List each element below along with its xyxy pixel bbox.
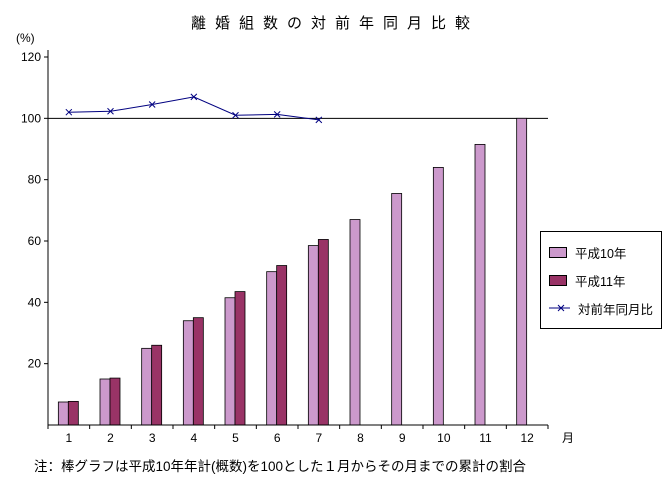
legend-entry-ratio-line: 対前年同月比 — [549, 299, 653, 318]
legend-entry-heisei11: 平成11年 — [549, 271, 653, 290]
legend-label-heisei11: 平成11年 — [575, 274, 626, 289]
chart-footnote: 注：棒グラフは平成10年年計(概数)を100とした１月からその月までの累計の割合 — [34, 459, 527, 474]
line-series-swatch — [549, 304, 570, 312]
svg-text:月: 月 — [562, 431, 574, 445]
chart-legend: 平成10年 平成11年 対前年同月比 — [540, 231, 662, 329]
svg-text:20: 20 — [28, 357, 42, 371]
svg-text:(%): (%) — [16, 31, 35, 45]
svg-text:7: 7 — [315, 431, 322, 445]
svg-text:10: 10 — [437, 431, 451, 445]
svg-text:60: 60 — [28, 234, 42, 248]
legend-label-ratio-line: 対前年同月比 — [577, 302, 653, 317]
svg-text:100: 100 — [21, 111, 41, 125]
svg-text:120: 120 — [21, 50, 41, 64]
svg-text:8: 8 — [357, 431, 364, 445]
heisei10-swatch — [549, 246, 567, 258]
chart-title: 離婚組数の対前年同月比較 — [190, 15, 479, 32]
svg-text:6: 6 — [274, 431, 281, 445]
svg-text:80: 80 — [28, 173, 42, 187]
svg-text:11: 11 — [479, 431, 492, 445]
legend-entry-heisei10: 平成10年 — [549, 243, 653, 262]
svg-text:2: 2 — [107, 431, 114, 445]
svg-text:9: 9 — [399, 431, 406, 445]
legend-label-heisei10: 平成10年 — [575, 246, 627, 261]
heisei11-swatch — [549, 274, 567, 286]
svg-text:3: 3 — [149, 431, 156, 445]
svg-text:40: 40 — [28, 295, 42, 309]
svg-text:1: 1 — [65, 431, 72, 445]
svg-text:4: 4 — [190, 431, 197, 445]
svg-text:12: 12 — [520, 431, 534, 445]
svg-text:5: 5 — [232, 431, 239, 445]
